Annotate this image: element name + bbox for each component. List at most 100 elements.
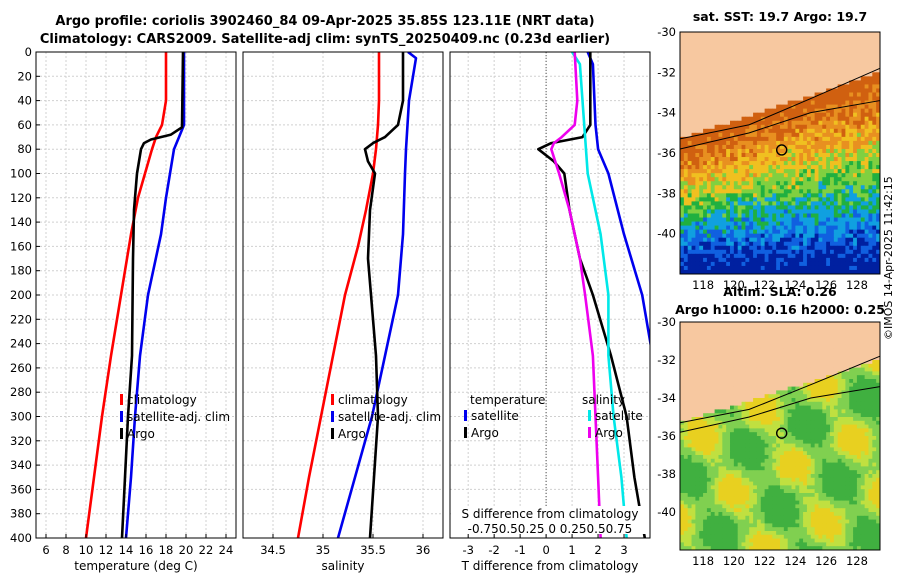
map-cell <box>780 56 785 61</box>
map-cell <box>722 413 727 418</box>
map-cell <box>764 32 769 37</box>
map-cell <box>791 352 796 357</box>
map-cell <box>714 140 719 146</box>
map-cell <box>730 269 735 275</box>
map-cell <box>745 185 750 190</box>
map-cell <box>745 233 750 239</box>
map-cell <box>722 348 727 353</box>
map-cell <box>745 140 750 146</box>
map-cell <box>830 76 835 81</box>
map-cell <box>783 253 789 259</box>
map-cell <box>837 398 842 403</box>
map-cell <box>730 382 735 387</box>
map-cell <box>853 348 858 353</box>
map-cell <box>833 432 839 437</box>
map-cell <box>680 371 685 376</box>
map-cell <box>741 420 746 425</box>
map-cell <box>756 197 762 202</box>
map-cell <box>868 409 873 414</box>
map-cell <box>699 367 704 372</box>
map-cell <box>764 189 769 194</box>
map-cell <box>737 325 742 330</box>
map-cell <box>753 124 758 130</box>
map-cell <box>706 217 712 222</box>
map-cell <box>841 197 846 202</box>
map-cell <box>706 329 712 334</box>
map-cell <box>764 337 769 342</box>
map-cell <box>799 157 804 162</box>
map-cell <box>756 344 762 349</box>
map-cell <box>864 165 869 170</box>
map-cell <box>799 132 804 138</box>
map-cell <box>768 56 773 61</box>
map-cell <box>733 432 739 437</box>
map-cell <box>683 409 689 414</box>
map-cell <box>830 394 835 399</box>
map-cell <box>856 185 862 190</box>
map-cell <box>806 140 812 146</box>
map-cell <box>699 88 704 93</box>
map-cell <box>803 193 808 198</box>
map-cell <box>833 124 839 130</box>
map-cell <box>868 424 873 429</box>
map-cell <box>706 80 712 85</box>
map-cell <box>872 189 877 194</box>
map-cell <box>799 257 804 263</box>
map-cell <box>737 144 742 150</box>
map-cell <box>749 181 754 186</box>
map-cell <box>814 68 819 73</box>
map-cell <box>849 265 854 271</box>
map-cell <box>741 379 746 384</box>
map-cell <box>737 36 742 41</box>
map-cell <box>810 241 816 247</box>
map-cell <box>853 213 858 218</box>
map-cell <box>772 356 777 361</box>
map-cell <box>822 233 827 239</box>
map-cell <box>726 185 731 190</box>
map-cell <box>760 124 766 130</box>
map-cell <box>695 398 700 403</box>
map-cell <box>814 52 819 57</box>
map-cell <box>680 439 685 444</box>
map-cell <box>745 386 750 391</box>
map-cell <box>783 157 789 162</box>
map-cell <box>710 229 716 235</box>
map-cell <box>841 241 846 247</box>
map-cell <box>706 269 712 275</box>
map-cell <box>787 68 792 73</box>
map-cell <box>737 249 742 255</box>
map-cell <box>730 40 735 45</box>
map-cell <box>787 432 792 437</box>
map-cell <box>691 213 696 218</box>
map-cell <box>837 128 842 134</box>
map-cell <box>695 360 700 365</box>
map-cell <box>699 329 704 334</box>
map-cell <box>710 269 716 275</box>
panel-salinity: 34.5 35 35.5 36salinityclimatologysatellite… <box>242 51 444 573</box>
map-cell <box>826 40 831 45</box>
map-cell <box>772 128 777 134</box>
map-cell <box>726 56 731 61</box>
map-cell <box>845 249 850 255</box>
map-cell <box>806 363 812 368</box>
map-cell <box>791 44 796 49</box>
map-cell <box>795 185 800 190</box>
map-cell <box>749 148 754 154</box>
map-cell <box>753 424 758 429</box>
map-cell <box>706 52 712 57</box>
map-cell <box>822 261 827 267</box>
map-cell <box>841 363 846 368</box>
map-cell <box>756 124 762 130</box>
map-cell <box>783 401 789 406</box>
map-cell <box>864 213 869 218</box>
map-cell <box>730 76 735 81</box>
legend-label: Argo <box>127 427 155 441</box>
map-cell <box>826 265 831 271</box>
map-cell <box>737 379 742 384</box>
map-cell <box>753 382 758 387</box>
map-cell <box>772 360 777 365</box>
map-cell <box>818 148 823 154</box>
map-cell <box>703 432 708 437</box>
map-cell <box>841 60 846 65</box>
map-cell <box>695 128 700 134</box>
